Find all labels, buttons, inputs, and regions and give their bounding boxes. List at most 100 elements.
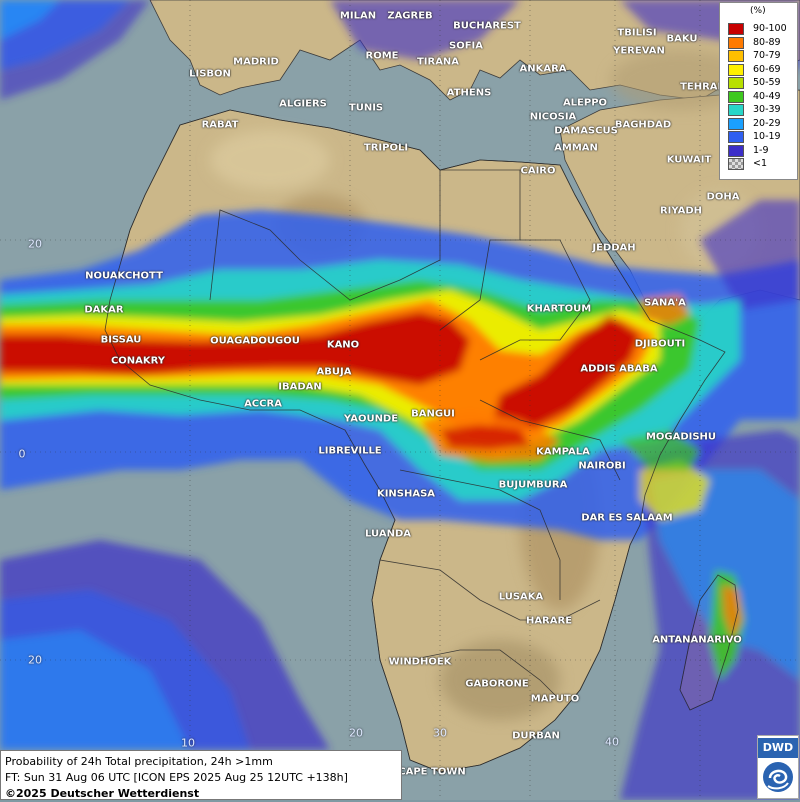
city-label: TRIPOLI (363, 142, 409, 154)
legend-swatch (728, 104, 744, 116)
city-label: KAMPALA (536, 446, 590, 458)
legend-swatch (728, 63, 744, 76)
city-label: KHARTOUM (526, 303, 592, 315)
legend-row: 80-89 (728, 36, 798, 49)
swirl-icon (763, 762, 793, 792)
lon-label-20: 20 (349, 726, 363, 740)
city-label: BISSAU (100, 334, 142, 346)
legend-label: 60-69 (753, 63, 781, 75)
city-label: TUNIS (348, 102, 384, 114)
city-label: KINSHASA (376, 488, 436, 500)
legend-label: 10-19 (753, 131, 781, 142)
city-label: RABAT (201, 119, 239, 131)
city-label: ANKARA (519, 63, 567, 75)
legend-swatch (728, 117, 744, 130)
info-box: Probability of 24h Total precipitation, … (0, 750, 402, 800)
city-label: IBADAN (278, 381, 322, 393)
city-label: DAR ES SALAAM (581, 512, 673, 524)
legend-label: 80-89 (753, 36, 781, 48)
copyright: ©2025 Deutscher Wetterdienst (5, 787, 200, 800)
city-label: BUJUMBURA (498, 479, 568, 491)
legend-row: 70-79 (728, 50, 798, 62)
city-label: NICOSIA (529, 111, 577, 123)
city-label: TBILISI (617, 27, 657, 39)
legend-row: 60-69 (728, 63, 798, 76)
city-label: ACCRA (244, 398, 282, 410)
legend-swatch (728, 23, 744, 35)
city-label: BAKU (666, 33, 698, 45)
legend-swatch (728, 90, 744, 103)
city-label: KUWAIT (666, 154, 712, 166)
legend: (%) 90-100 80-89 70-79 60-69 50-59 40-49 30-39… (719, 2, 798, 180)
city-label: DOHA (706, 191, 740, 203)
legend-label: 50-59 (753, 77, 781, 88)
city-label: ANTANANARIVO (652, 634, 742, 646)
city-label: LUANDA (365, 528, 411, 540)
city-label: ADDIS ABABA (580, 363, 658, 375)
city-label: CONAKRY (110, 355, 166, 367)
city-label: BANGUI (411, 408, 455, 420)
legend-label: <1 (753, 158, 768, 169)
city-label: DAMASCUS (554, 125, 618, 137)
city-label: AMMAN (554, 142, 598, 154)
legend-row: 40-49 (728, 90, 798, 103)
lat-label-20s: 20 (28, 653, 42, 667)
legend-label: 70-79 (753, 50, 781, 61)
legend-swatch (728, 131, 744, 143)
product-title: Probability of 24h Total precipitation, … (5, 755, 273, 768)
legend-row: <1 (728, 158, 798, 170)
legend-row: 20-29 (728, 117, 798, 130)
city-label: YEREVAN (613, 45, 665, 57)
city-label: HARARE (525, 615, 573, 627)
city-label: MILAN (339, 10, 377, 22)
legend-swatch (728, 50, 744, 62)
legend-unit: (%) (750, 6, 766, 16)
city-label: KANO (326, 339, 360, 351)
city-label: MOGADISHU (645, 431, 717, 443)
city-label: MADRID (233, 56, 279, 68)
lon-label-10: 10 (181, 736, 195, 750)
city-label: WINDHOEK (388, 656, 452, 668)
city-label: DAKAR (84, 304, 124, 316)
city-label: ROME (365, 50, 399, 62)
city-label: ZAGREB (387, 10, 433, 22)
city-label: LUSAKA (498, 591, 544, 603)
legend-row: 30-39 (728, 104, 798, 116)
forecast-time: FT: Sun 31 Aug 06 UTC [ICON EPS 2025 Aug… (5, 771, 348, 784)
city-label: ALGIERS (279, 98, 327, 110)
city-label: LIBREVILLE (318, 445, 382, 457)
city-label: BAGHDAD (614, 119, 672, 131)
legend-row: 10-19 (728, 131, 798, 143)
city-label: SANA'A (644, 297, 686, 309)
city-label: DJIBOUTI (634, 338, 686, 350)
city-label: DURBAN (512, 730, 560, 742)
city-label: BUCHAREST (453, 20, 521, 32)
legend-label: 40-49 (753, 90, 781, 102)
legend-swatch (728, 36, 744, 49)
legend-swatch (728, 158, 744, 170)
city-label: RIYADH (659, 205, 703, 217)
city-label: LISBON (189, 68, 231, 80)
city-label: OUAGADOUGOU (210, 335, 300, 347)
legend-row: 90-100 (728, 23, 798, 35)
city-label: TIRANA (416, 56, 460, 68)
legend-label: 30-39 (753, 104, 781, 115)
city-label: GABORONE (465, 678, 529, 690)
lat-label-0: 0 (18, 447, 26, 461)
city-label: ALEPPO (562, 97, 608, 109)
city-label: JEDDAH (592, 242, 636, 254)
city-label: ABUJA (316, 366, 352, 378)
legend-label: 1-9 (753, 144, 769, 156)
legend-label: 90-100 (753, 23, 787, 34)
legend-label: 20-29 (753, 117, 781, 129)
city-label: CAPE TOWN (398, 766, 466, 778)
city-label: YAOUNDE (343, 413, 399, 425)
borders (104, 109, 739, 773)
city-label: MAPUTO (530, 693, 580, 705)
city-label: SOFIA (449, 40, 483, 52)
dwd-logo: DWD (757, 735, 799, 799)
legend-swatch (728, 77, 744, 89)
lat-label-20n: 20 (28, 237, 42, 251)
